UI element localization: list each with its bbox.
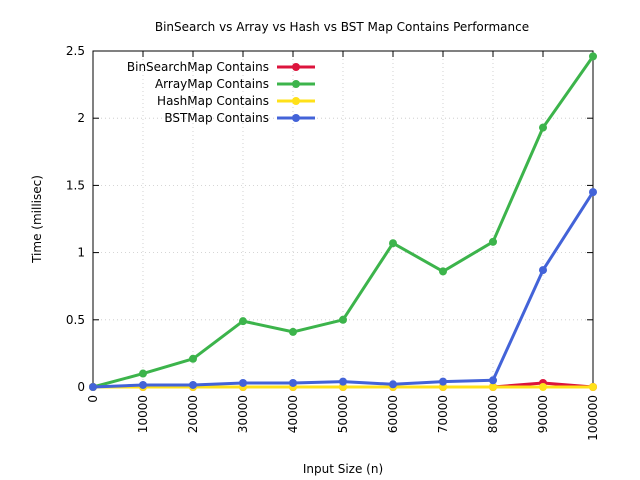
data-point-2-10 [589,383,597,391]
data-point-3-4 [289,378,297,387]
x-axis-label: Input Size (n) [303,462,383,476]
data-point-2-8 [489,383,497,391]
legend-label-1: ArrayMap Contains [155,77,269,91]
y-tick-label: 0.5 [66,313,85,327]
data-point-3-6 [389,380,397,389]
x-tick-label: 40000 [286,395,300,433]
x-tick-label: 70000 [436,395,450,433]
chart-title: BinSearch vs Array vs Hash vs BST Map Co… [155,20,529,34]
x-tick-label: 10000 [136,395,150,433]
data-point-1-6 [389,239,397,248]
data-point-3-8 [489,376,497,385]
x-tick-label: 100000 [586,395,600,441]
data-point-1-2 [189,354,197,363]
legend: BinSearchMap Contains ArrayMap Contains Ha… [127,60,315,125]
legend-marker-2 [292,97,300,105]
x-tick-label: 60000 [386,395,400,433]
data-point-1-9 [539,123,547,132]
y-tick-label: 1 [77,246,85,260]
y-tick-label: 2.5 [66,44,85,58]
legend-marker-3 [292,114,300,122]
data-point-1-10 [589,52,597,61]
y-tick-label: 1.5 [66,178,85,192]
x-tick-label: 90000 [536,395,550,433]
data-point-1-5 [339,315,347,324]
data-point-3-2 [189,380,197,389]
y-tick-label: 0 [77,380,85,394]
data-point-1-1 [139,369,147,378]
y-axis-label: Time (millisec) [30,175,44,264]
legend-marker-0 [292,63,300,71]
legend-marker-1 [292,80,300,88]
data-point-1-3 [239,317,247,326]
data-point-2-9 [539,383,547,391]
x-tick-label: 20000 [186,395,200,433]
x-tick-label: 50000 [336,395,350,433]
x-tick-label: 80000 [486,395,500,433]
data-point-3-7 [439,377,447,386]
data-point-3-9 [539,266,547,275]
data-point-1-4 [289,327,297,336]
legend-label-2: HashMap Contains [157,94,269,108]
y-tick-label: 2 [77,111,85,125]
data-point-1-7 [439,267,447,276]
data-point-3-1 [139,380,147,389]
legend-label-3: BSTMap Contains [164,111,269,125]
legend-label-0: BinSearchMap Contains [127,60,269,74]
data-point-3-10 [589,188,597,197]
data-point-3-5 [339,377,347,386]
data-point-1-8 [489,237,497,246]
series-line-3 [92,191,595,389]
data-point-3-3 [239,378,247,387]
axis-ticks: 0 0.5 1 1.5 2 2.5 0 10000 20000 30000 40000 50000 60… [66,44,600,441]
series-layer [89,52,597,391]
x-tick-label: 0 [86,395,100,403]
data-point-3-0 [89,383,97,391]
x-tick-label: 30000 [236,395,250,433]
